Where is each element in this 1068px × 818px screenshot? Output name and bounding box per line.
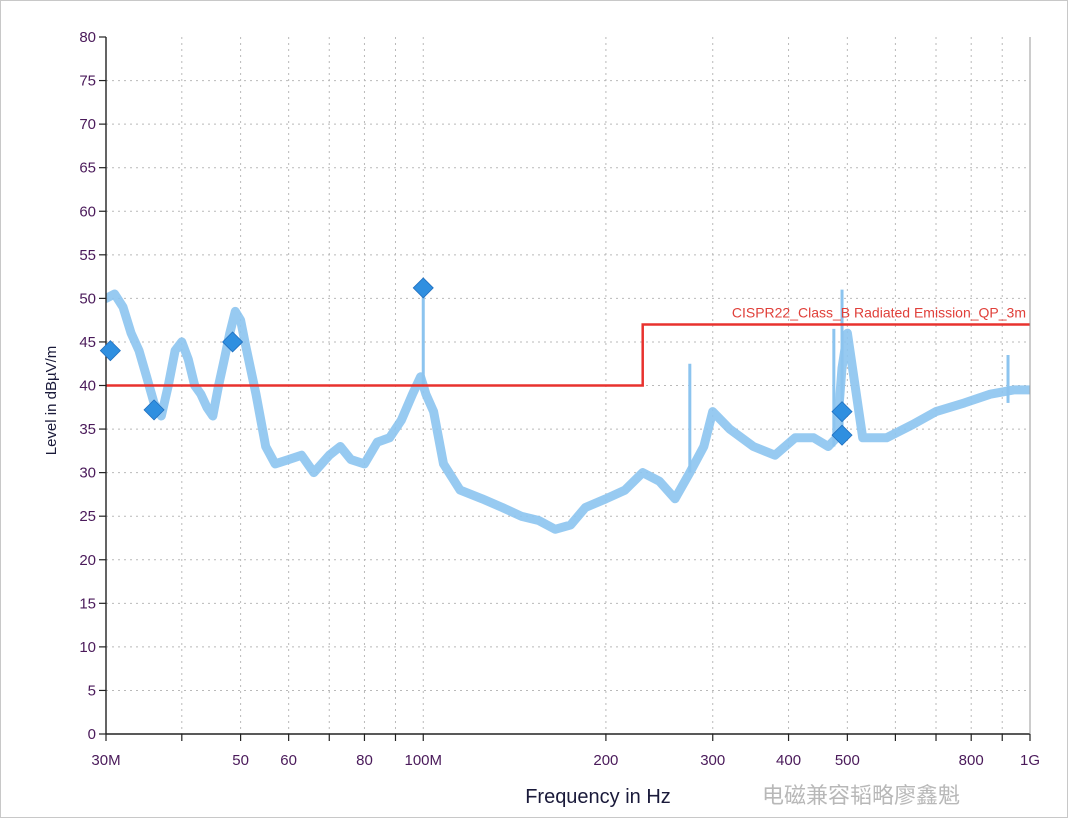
y-tick-label: 20	[79, 552, 96, 569]
peak-marker	[222, 331, 244, 353]
y-tick-label: 40	[79, 378, 96, 395]
watermark-text: 电磁兼容韬略廖鑫魁	[762, 784, 961, 809]
x-tick-label: 60	[280, 752, 297, 769]
y-tick-label: 60	[79, 203, 96, 220]
x-axis-title: Frequency in Hz	[525, 786, 671, 808]
y-tick-label: 75	[79, 73, 96, 90]
y-tick-label: 5	[88, 682, 96, 699]
y-tick-label: 65	[79, 160, 96, 177]
y-tick-label: 30	[79, 465, 96, 482]
y-tick-label: 45	[79, 334, 96, 351]
x-tick-label: 200	[593, 752, 618, 769]
x-tick-label: 800	[959, 752, 984, 769]
peak-marker	[831, 424, 853, 446]
y-tick-label: 35	[79, 421, 96, 438]
x-tick-label: 80	[356, 752, 373, 769]
x-tick-label: 30M	[91, 752, 120, 769]
x-tick-label: 50	[232, 752, 249, 769]
limit-layer	[106, 323, 1030, 387]
y-tick-label: 80	[79, 29, 96, 46]
y-tick-label: 15	[79, 595, 96, 612]
y-tick-label: 55	[79, 247, 96, 264]
label-layer: 0 5 10 15 20 25 30 35 40 45 50 55 60 65 70 75 80 30M 50 60 8…	[43, 29, 1040, 808]
peak-marker	[831, 401, 853, 423]
peak-marker	[99, 340, 121, 362]
y-axis-title: Level in dBµV/m	[43, 346, 60, 456]
y-tick-label: 50	[79, 290, 96, 307]
y-tick-label: 70	[79, 116, 96, 133]
measurement-trace	[106, 289, 1030, 534]
y-tick-label: 0	[88, 726, 96, 743]
y-tick-label: 25	[79, 508, 96, 525]
limit-line	[106, 323, 1030, 387]
x-tick-label: 100M	[404, 752, 442, 769]
marker-layer	[99, 277, 853, 446]
axes	[99, 36, 1031, 741]
peak-marker	[143, 399, 165, 421]
peak-marker	[412, 277, 434, 299]
limit-line-label: CISPR22_Class_B Radiated Emission_QP_3m	[732, 305, 1026, 321]
x-tick-label: 400	[776, 752, 801, 769]
y-tick-label: 10	[79, 639, 96, 656]
x-tick-label: 500	[835, 752, 860, 769]
x-tick-label: 1G	[1020, 752, 1040, 769]
x-tick-label: 300	[700, 752, 725, 769]
trace-layer	[106, 285, 1030, 534]
